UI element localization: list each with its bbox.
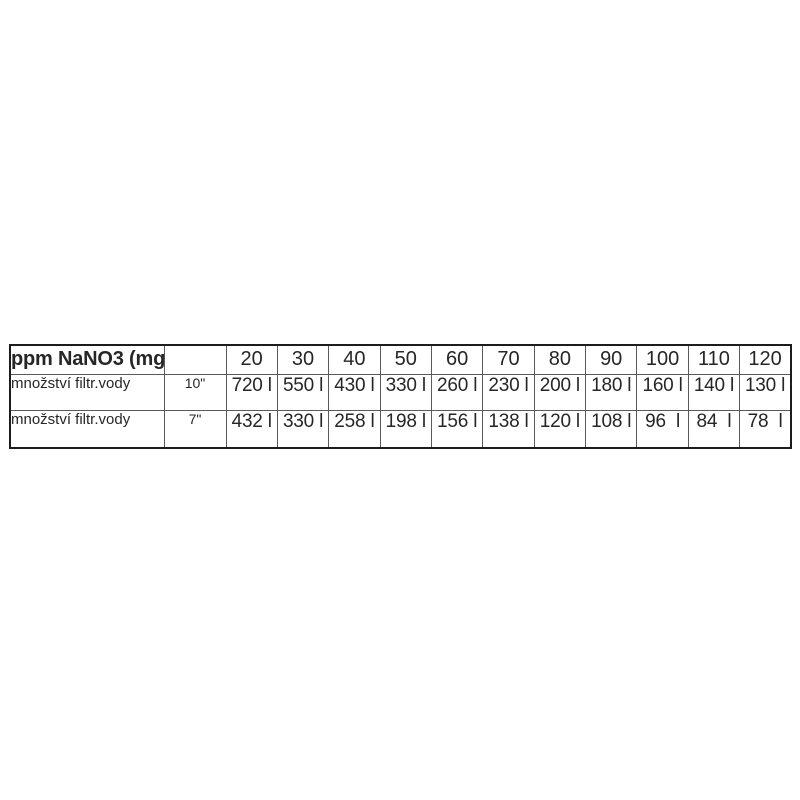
row-label: množství filtr.vody bbox=[9, 409, 165, 449]
value-cell: 198 l bbox=[379, 409, 432, 449]
col-header-60: 60 bbox=[430, 344, 484, 375]
value-cell: 84 l bbox=[687, 409, 741, 449]
value-cell: 432 l bbox=[225, 409, 278, 449]
value-cell: 156 l bbox=[430, 409, 484, 449]
table-title-cell: ppm NaNO3 (mg/l) bbox=[9, 344, 165, 375]
col-header-70: 70 bbox=[482, 344, 535, 375]
value-cell: 108 l bbox=[585, 409, 638, 449]
filter-size-cell: 10" bbox=[163, 373, 227, 411]
col-header-30: 30 bbox=[276, 344, 330, 375]
col-header-80: 80 bbox=[533, 344, 587, 375]
value-cell: 96 l bbox=[636, 409, 689, 449]
col-header-40: 40 bbox=[328, 344, 381, 375]
value-cell: 138 l bbox=[482, 409, 535, 449]
value-cell: 200 l bbox=[533, 373, 587, 411]
value-cell: 160 l bbox=[636, 373, 689, 411]
col-header-120: 120 bbox=[739, 344, 792, 375]
filter-size-cell: 7" bbox=[163, 409, 227, 449]
value-cell: 258 l bbox=[328, 409, 381, 449]
col-header-100: 100 bbox=[636, 344, 689, 375]
value-cell: 720 l bbox=[225, 373, 278, 411]
value-cell: 550 l bbox=[276, 373, 330, 411]
header-row: ppm NaNO3 (mg/l) 20 30 40 50 60 70 80 90… bbox=[9, 344, 792, 375]
row-label: množství filtr.vody bbox=[9, 373, 165, 411]
col-header-90: 90 bbox=[585, 344, 638, 375]
value-cell: 120 l bbox=[533, 409, 587, 449]
table-row-7inch: množství filtr.vody 7" 432 l 330 l 258 l… bbox=[9, 409, 792, 449]
col-header-50: 50 bbox=[379, 344, 432, 375]
value-cell: 78 l bbox=[739, 409, 792, 449]
header-size-cell bbox=[163, 344, 227, 375]
value-cell: 230 l bbox=[482, 373, 535, 411]
value-cell: 330 l bbox=[379, 373, 432, 411]
value-cell: 430 l bbox=[328, 373, 381, 411]
col-header-20: 20 bbox=[225, 344, 278, 375]
value-cell: 130 l bbox=[739, 373, 792, 411]
value-cell: 140 l bbox=[687, 373, 741, 411]
value-cell: 180 l bbox=[585, 373, 638, 411]
value-cell: 330 l bbox=[276, 409, 330, 449]
table-row-10inch: množství filtr.vody 10" 720 l 550 l 430 … bbox=[9, 373, 792, 411]
value-cell: 260 l bbox=[430, 373, 484, 411]
nano3-filtration-table: ppm NaNO3 (mg/l) 20 30 40 50 60 70 80 90… bbox=[9, 344, 792, 449]
col-header-110: 110 bbox=[687, 344, 741, 375]
